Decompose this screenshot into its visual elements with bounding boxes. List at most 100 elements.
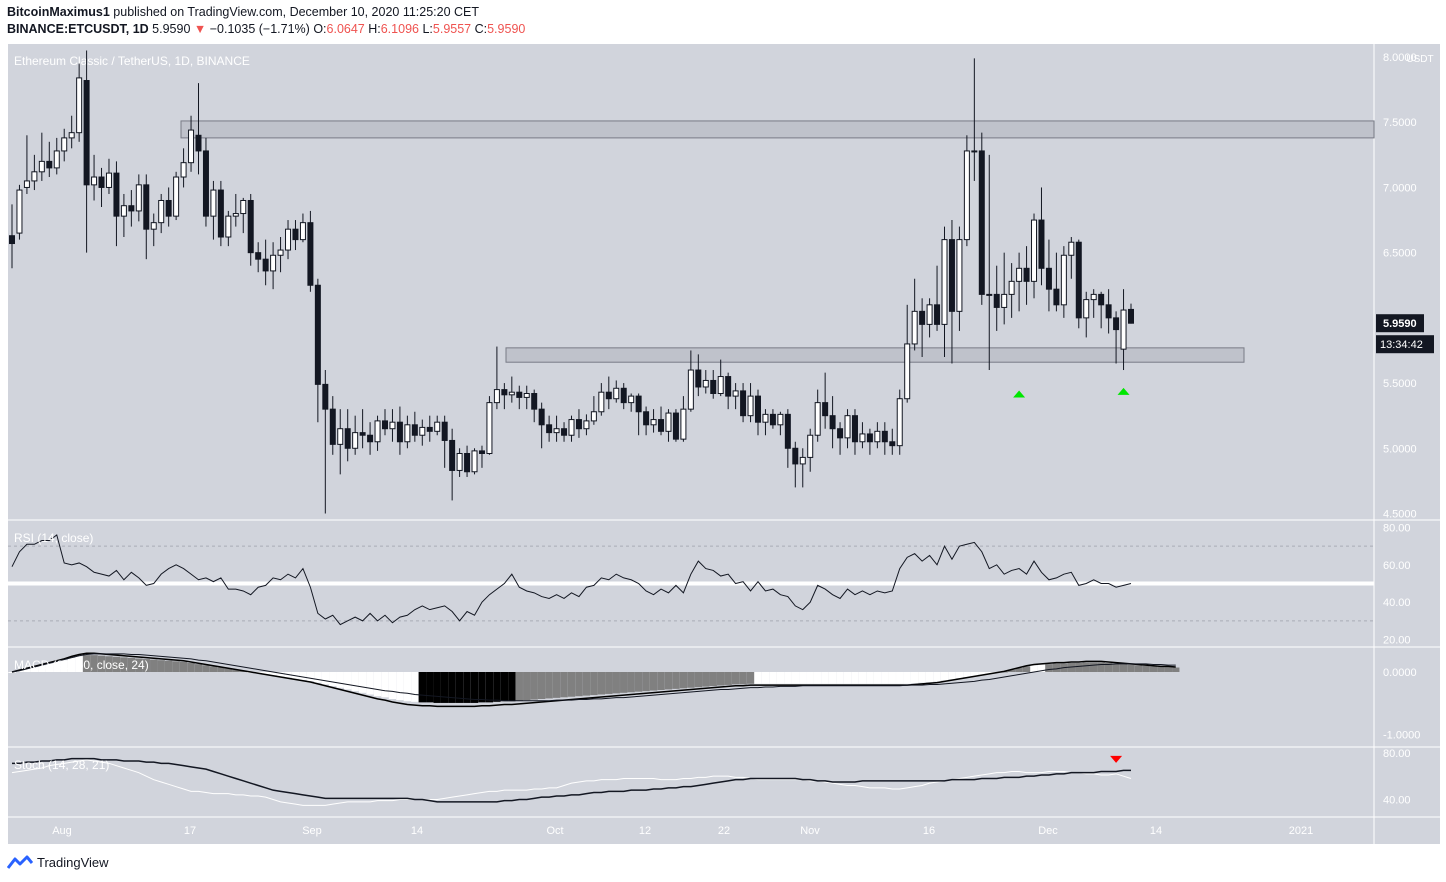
macd-histogram-bar bbox=[45, 663, 53, 672]
candle-down bbox=[1098, 293, 1105, 306]
macd-histogram-bar bbox=[746, 672, 755, 684]
macd-histogram-bar bbox=[620, 672, 628, 693]
macd-histogram-bar bbox=[261, 672, 270, 675]
macd-histogram-bar bbox=[187, 663, 195, 672]
macd-histogram-bar bbox=[232, 669, 240, 672]
candle-down bbox=[658, 419, 665, 432]
macd-histogram-bar bbox=[463, 672, 471, 703]
macd-histogram-bar bbox=[1104, 663, 1113, 672]
candle-down bbox=[441, 421, 448, 441]
macd-histogram-bar bbox=[567, 672, 576, 697]
low-value: 5.9557 bbox=[432, 22, 472, 36]
macd-histogram-bar bbox=[336, 672, 344, 688]
candle-up bbox=[493, 389, 500, 404]
macd-histogram-bar bbox=[90, 655, 98, 672]
macd-histogram-bar bbox=[1142, 665, 1150, 672]
candle-up bbox=[38, 160, 45, 173]
macd-histogram-bar bbox=[955, 672, 964, 679]
last-price: 5.9590 bbox=[152, 22, 191, 36]
candle-up bbox=[941, 239, 948, 325]
macd-histogram-bar bbox=[888, 672, 896, 684]
candle-up bbox=[799, 456, 806, 465]
macd-histogram-bar bbox=[896, 672, 904, 684]
macd-signal-line bbox=[11, 653, 1176, 702]
macd-histogram-bar bbox=[358, 672, 367, 693]
candle-up bbox=[859, 433, 866, 443]
price-tick-label: 8.0000 bbox=[1383, 52, 1417, 64]
last-price-tag bbox=[1376, 314, 1424, 333]
publisher-name[interactable]: BitcoinMaximus1 bbox=[7, 5, 110, 19]
candle-up bbox=[337, 428, 344, 445]
candle-down bbox=[784, 413, 791, 449]
macd-histogram-bar bbox=[560, 672, 568, 698]
stoch-k-line bbox=[12, 757, 1131, 803]
macd-histogram-bar bbox=[724, 672, 732, 685]
macd-histogram-bar bbox=[739, 672, 747, 685]
macd-histogram-bar bbox=[30, 666, 39, 672]
macd-histogram-bar bbox=[776, 672, 785, 684]
price-axis-background bbox=[1374, 44, 1440, 817]
macd-histogram-bar bbox=[985, 672, 993, 674]
time-tick-label: 17 bbox=[184, 825, 196, 837]
time-tick-label: Nov bbox=[800, 825, 820, 837]
candle-up bbox=[225, 215, 232, 238]
publish-info: BitcoinMaximus1 published on TradingView… bbox=[7, 4, 525, 21]
candle-up bbox=[389, 421, 396, 430]
macd-histogram-bar bbox=[933, 672, 941, 682]
time-tick-label: Oct bbox=[546, 825, 563, 837]
price-tick-label: 6.5000 bbox=[1383, 248, 1417, 260]
macd-histogram-bar bbox=[1149, 666, 1158, 672]
candle-up bbox=[404, 424, 411, 443]
macd-histogram-bar bbox=[552, 672, 561, 698]
candle-up bbox=[419, 426, 426, 436]
rsi-tick-label: 60.00 bbox=[1383, 560, 1411, 572]
candle-down bbox=[851, 415, 858, 443]
stoch-tick-label: 80.00 bbox=[1383, 748, 1411, 760]
macd-histogram-bar bbox=[1052, 663, 1061, 672]
macd-histogram-bar bbox=[217, 667, 225, 672]
candle-up bbox=[1060, 254, 1067, 306]
macd-histogram-bar bbox=[209, 666, 218, 672]
time-tick-label: 12 bbox=[639, 825, 651, 837]
candle-up bbox=[285, 228, 292, 251]
macd-tick-label: -1.0000 bbox=[1383, 730, 1420, 742]
candle-down bbox=[531, 393, 538, 410]
macd-histogram-bar bbox=[694, 672, 703, 688]
candle-down bbox=[1038, 219, 1045, 269]
candle-down bbox=[1128, 308, 1134, 324]
candle-up bbox=[956, 239, 963, 312]
candle-down bbox=[1053, 288, 1060, 306]
candle-down bbox=[635, 395, 642, 413]
candle-up bbox=[687, 369, 694, 410]
candle-up bbox=[971, 150, 978, 153]
candle-up bbox=[105, 172, 112, 188]
candle-up bbox=[31, 171, 38, 182]
macd-histogram-bar bbox=[493, 672, 501, 702]
macd-histogram-bar bbox=[769, 672, 777, 684]
candle-down bbox=[1023, 267, 1030, 282]
macd-histogram-bar bbox=[82, 655, 91, 672]
candle-down bbox=[359, 432, 366, 436]
macd-histogram-bar bbox=[8, 672, 16, 673]
candle-up bbox=[180, 162, 187, 178]
macd-histogram-bar bbox=[433, 672, 441, 703]
publish-text: published on TradingView.com, December 1… bbox=[113, 5, 480, 19]
macd-histogram-bar bbox=[605, 672, 613, 694]
rsi-line bbox=[11, 534, 1132, 626]
candle-down bbox=[1075, 241, 1082, 319]
candle-up bbox=[986, 293, 993, 296]
candle-down bbox=[1105, 304, 1112, 319]
candle-up bbox=[150, 222, 157, 230]
macd-histogram-bar bbox=[530, 672, 538, 700]
macd-histogram-bar bbox=[873, 672, 882, 684]
candle-up bbox=[523, 393, 530, 398]
candle-down bbox=[516, 391, 523, 398]
time-tick-label: 14 bbox=[1150, 825, 1162, 837]
candle-down bbox=[501, 389, 508, 396]
currency-label: USDT bbox=[1406, 54, 1433, 65]
time-tick-label: 22 bbox=[718, 825, 730, 837]
macd-histogram-bar bbox=[515, 672, 523, 701]
candle-up bbox=[277, 249, 284, 256]
candle-up bbox=[874, 430, 881, 443]
